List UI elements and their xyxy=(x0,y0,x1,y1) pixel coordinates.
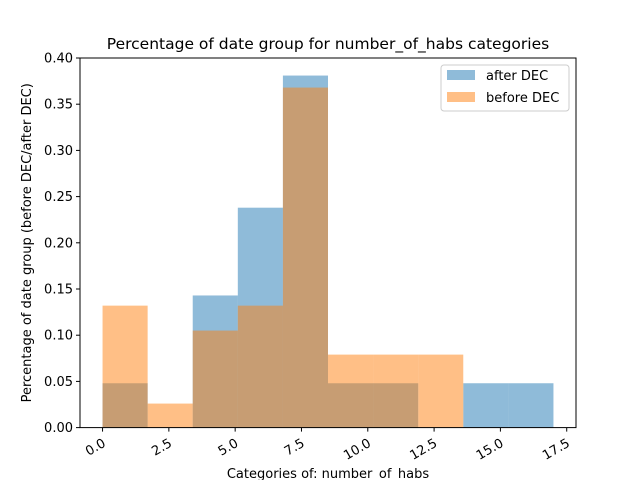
bar-before-dec-bin-5 xyxy=(328,354,374,428)
bar-before-dec-bin-7 xyxy=(418,354,464,428)
bar-before-dec-bin-1 xyxy=(147,403,193,428)
y-tick-label: 0.20 xyxy=(44,236,73,251)
bars-layer xyxy=(102,75,554,428)
y-tick-label: 0.30 xyxy=(44,144,73,159)
bar-before-dec-bin-2 xyxy=(192,330,238,428)
bar-before-dec-bin-3 xyxy=(237,305,283,428)
legend-swatch-after-dec xyxy=(447,70,475,80)
chart-title: Percentage of date group for number_of_h… xyxy=(107,35,549,54)
legend-swatch-before-dec xyxy=(447,92,475,102)
bar-before-dec-bin-4 xyxy=(282,87,328,428)
y-tick-label: 0.35 xyxy=(44,98,73,113)
legend-label-after-dec: after DEC xyxy=(486,69,548,84)
bar-before-dec-bin-0 xyxy=(102,305,148,428)
y-tick-label: 0.40 xyxy=(44,52,73,67)
y-tick-label: 0.25 xyxy=(44,190,73,205)
y-tick-label: 0.15 xyxy=(44,283,73,298)
legend-label-before-dec: before DEC xyxy=(486,91,559,106)
bar-before-dec-bin-6 xyxy=(373,354,419,428)
y-tick-label: 0.05 xyxy=(44,375,73,390)
y-axis-label: Percentage of date group (before DEC/aft… xyxy=(20,83,35,402)
y-tick-label: 0.00 xyxy=(44,421,73,436)
bar-after-dec-bin-9 xyxy=(508,383,554,428)
x-axis-label: Categories of: number_of_habs xyxy=(227,467,430,480)
y-axis-ticks: 0.00 0.05 0.10 0.15 0.20 0.25 0.30 0.35 0.40 xyxy=(44,52,80,436)
y-tick-label: 0.10 xyxy=(44,329,73,344)
legend: after DEC before DEC xyxy=(440,64,570,112)
bar-after-dec-bin-8 xyxy=(463,383,509,428)
